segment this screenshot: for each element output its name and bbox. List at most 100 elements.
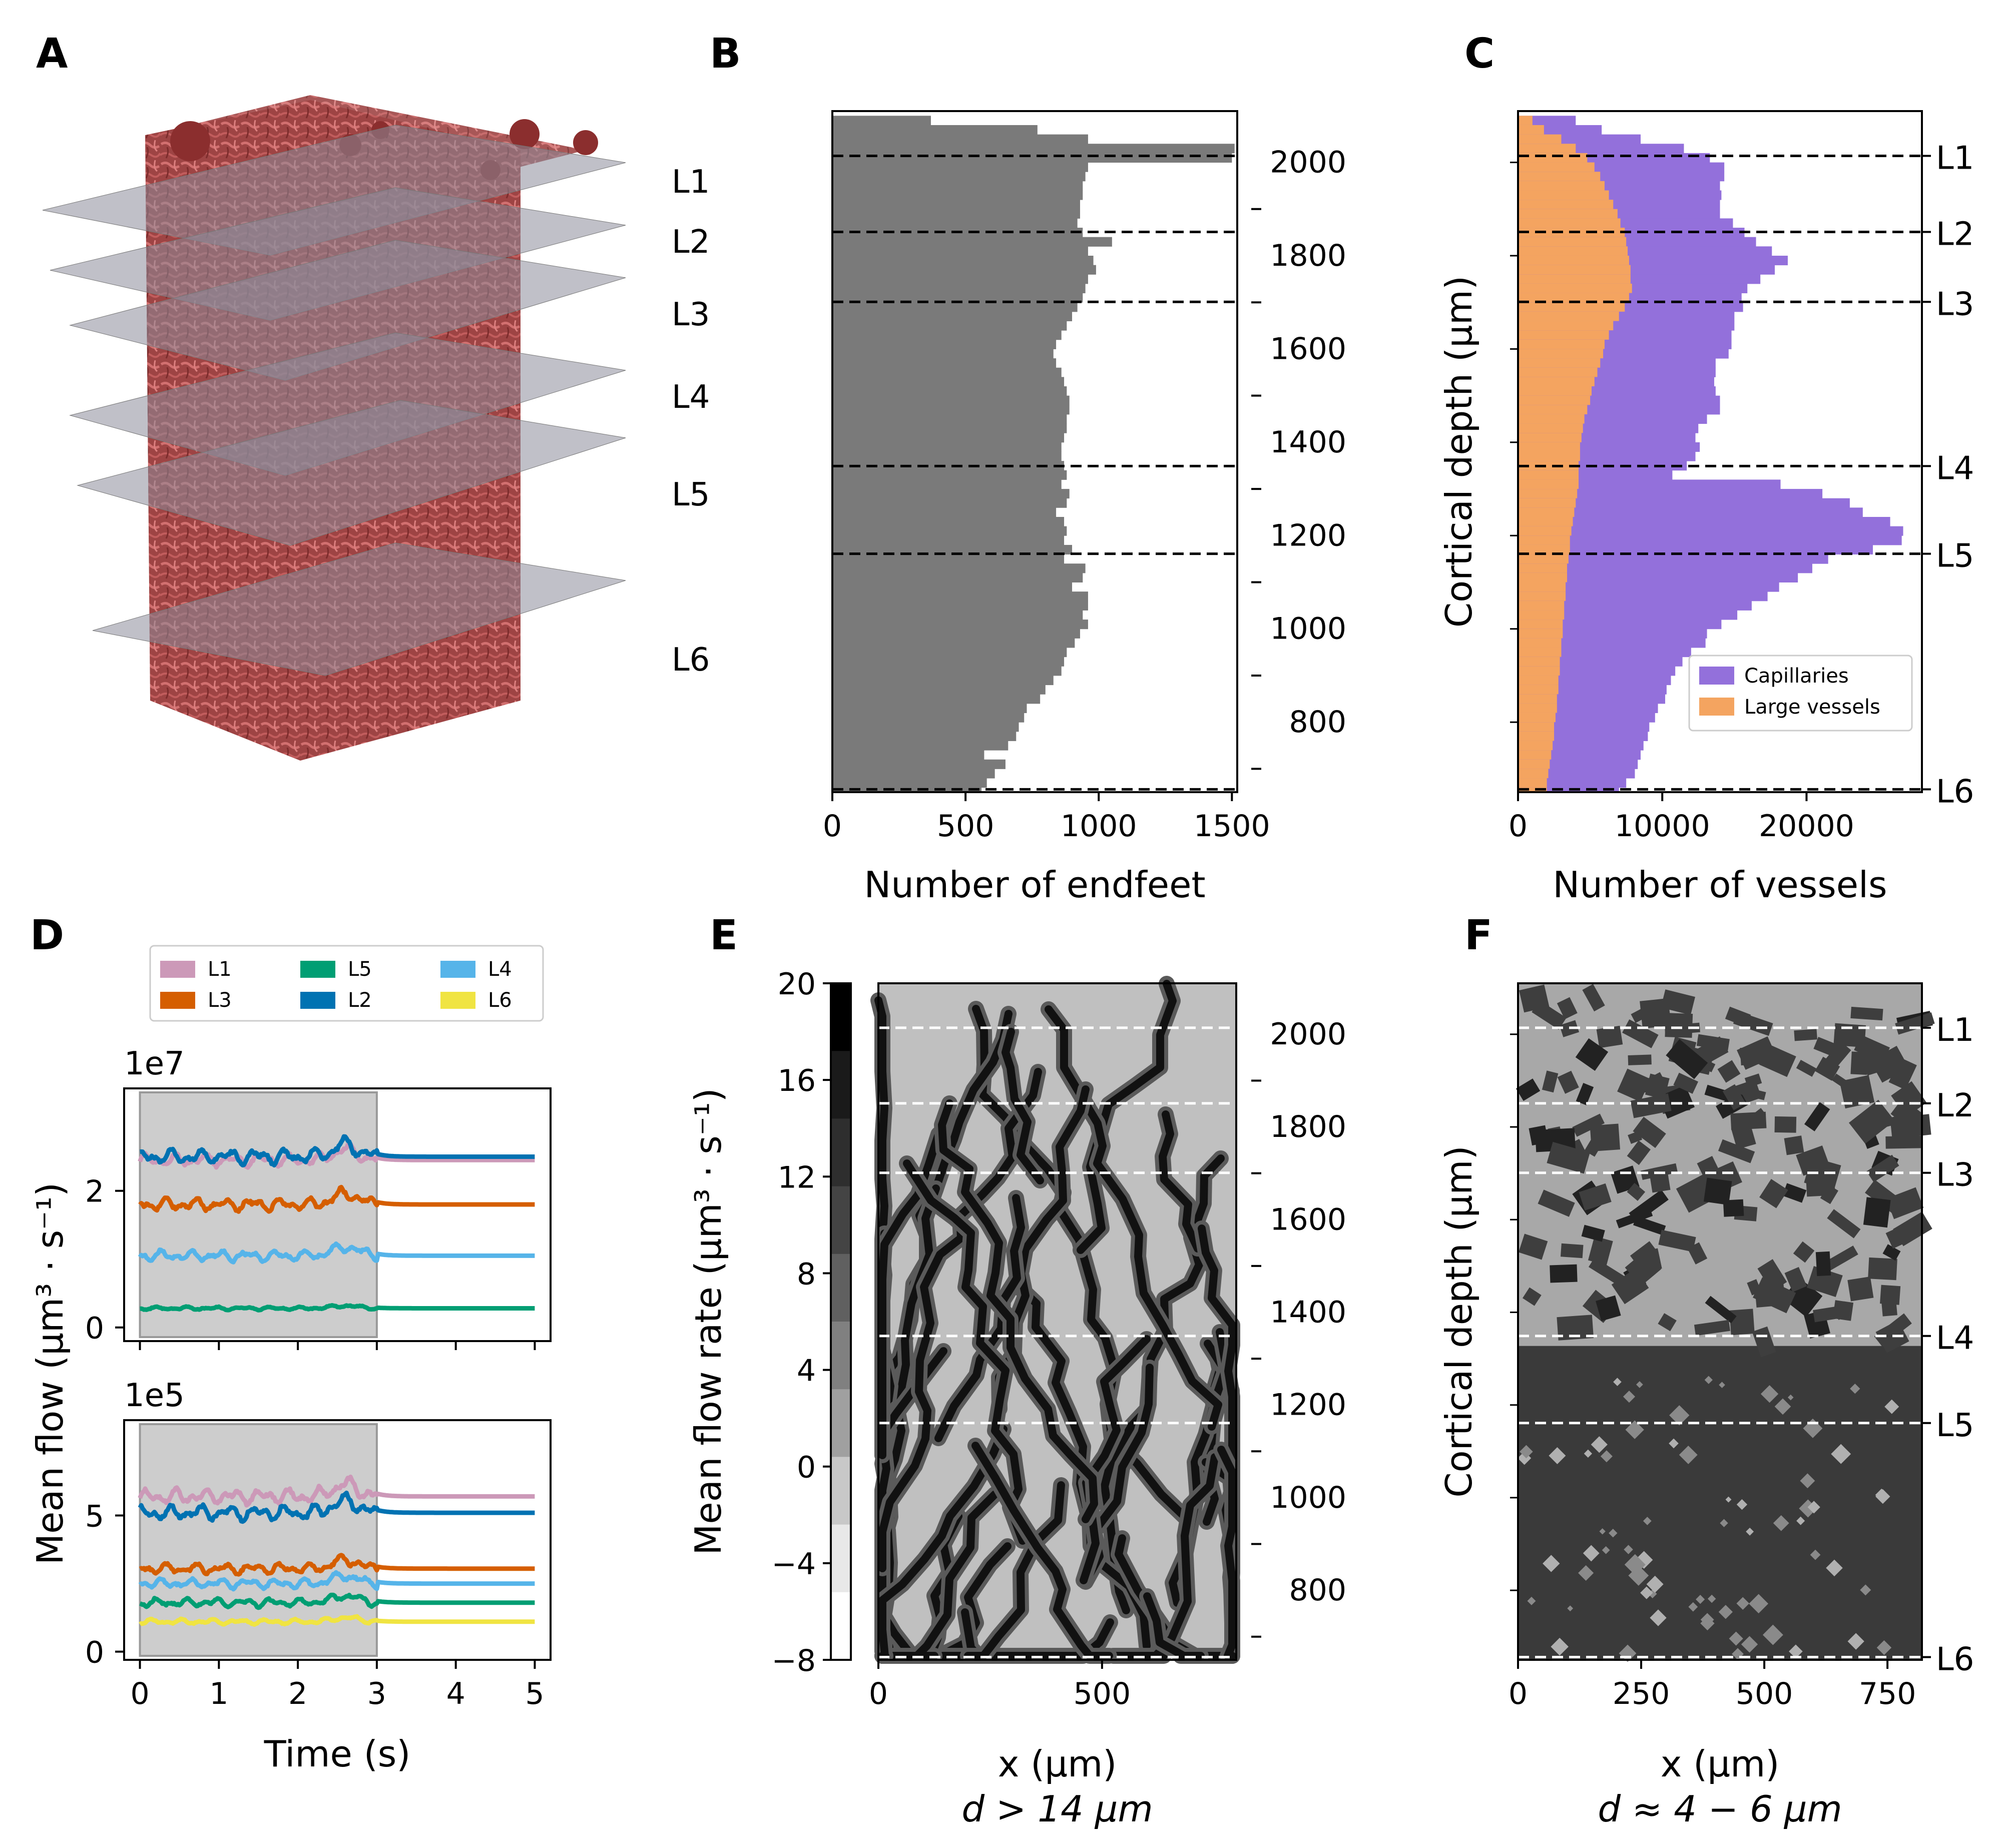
depth-tick-label: 1000 [1270,1480,1346,1515]
large-vessels-bar [1518,517,1573,527]
flow-speck [1600,1450,1613,1463]
timeseries-subplot-1: 0 2 1e7 [85,1045,552,1350]
large-vessel-flow-path [1159,1110,1202,1253]
flow-patch [1596,1295,1621,1322]
endfeet-bar [832,181,1083,191]
x-tick-label: 0 [130,1676,149,1711]
y-tick-label: 0 [85,1635,104,1670]
large-vessel-flow-path [971,1442,1113,1660]
endfeet-bar [832,666,1062,676]
layer-plane-3 [69,240,626,381]
flow-patch [1557,1070,1579,1094]
panel-label-d: D [30,912,64,959]
capillaries-bar [1518,638,1706,648]
endfeet-bar [832,190,1083,200]
x-tick-label: 500 [1736,1676,1793,1711]
panel-a-layer-label-L5: L5 [672,476,710,513]
flow-patch [1863,1197,1891,1228]
capillaries-bar [1518,591,1768,601]
legend-swatch-capillaries [1699,667,1734,685]
x-axis-label: x (μm) [1661,1743,1780,1785]
y-axis-label: Cortical depth (μm) [1438,1145,1480,1497]
colorbar-label: Mean flow rate (μm³ · s⁻¹) [687,1088,729,1555]
large-vessels-bar [1518,144,1576,154]
axes-frame [1517,110,1923,793]
flow-patch [1882,1244,1901,1261]
flow-patch [1847,1276,1874,1302]
legend-label-capillaries: Capillaries [1744,665,1849,688]
endfeet-bar [832,479,1062,489]
panel-e-flow-map-large: 0 500 x (μm)d > 14 μm 20 16 12 8 4 0 −4 −8 Mean flo… [687,967,1346,1830]
panel-a-layer-label-L1: L1 [672,164,710,201]
flow-patch [1885,1228,1904,1249]
flow-patch [1664,1022,1700,1035]
endfeet-bar [832,395,1070,405]
panel-b-endfeet-histogram: 0 500 1000 1500 Number of endfeet 800 1000 1200… [823,110,1346,906]
flow-speck [1543,1555,1560,1572]
large-vessels-bar [1518,694,1557,704]
endfeet-bar [832,526,1067,536]
endfeet-bar [832,470,1067,480]
x-axis-label: Number of vessels [1553,864,1887,906]
endfeet-bar [832,162,1088,172]
flow-patch [1676,1174,1716,1213]
colorbar-segment [831,1592,851,1660]
flow-patch [1737,1036,1777,1070]
layer-label-L4: L4 [1936,1320,1974,1357]
large-vessels-bar [1518,339,1605,349]
large-vessels-bar [1518,507,1575,517]
x-tick-label: 1500 [1194,809,1270,844]
flow-patch [1516,1078,1541,1101]
legend-box [1688,655,1913,732]
flow-patch [1895,1012,1935,1035]
flow-speck [1807,1501,1820,1514]
colorbar-segment [831,1389,851,1457]
axes-frame [123,1419,552,1661]
large-vessels-bar [1518,386,1592,396]
depth-tick-label: 1800 [1270,1109,1346,1144]
endfeet-bar [832,386,1067,396]
large-vessels-bar [1518,321,1614,331]
flow-patch [1649,1166,1671,1193]
colorbar-frame [830,982,852,1661]
flow-patch [1542,1070,1559,1093]
large-vessel-flow-path [1045,1005,1222,1431]
large-vessels-bar [1518,442,1580,452]
capillaries-bar [1518,526,1903,536]
colorbar-segment [831,1051,851,1119]
legend-swatch-L5 [300,961,335,978]
endfeet-bar [832,638,1075,648]
flow-speck [1736,1499,1748,1510]
endfeet-bar [832,433,1065,443]
axes-frame [123,1087,552,1342]
large-vessels-bar [1518,470,1579,480]
flow-patch [1815,1056,1840,1081]
large-vessels-bar [1518,302,1625,312]
endfeet-bar [832,423,1067,433]
endfeet-bar [832,358,1057,368]
layer-label-L5: L5 [1936,538,1974,575]
layer-label-L3: L3 [1936,1157,1974,1194]
endfeet-bar [832,703,1027,714]
x-tick-label: 0 [1509,809,1528,844]
endfeet-bar [832,489,1070,499]
depth-tick-label: 1400 [1270,425,1346,460]
flow-patch [1730,1111,1767,1130]
y-axis-label: Mean flow (μm³ · s⁻¹) [29,1182,71,1565]
flow-patch [1687,1242,1708,1265]
flow-patch [1784,1135,1804,1155]
endfeet-bar [832,648,1067,658]
flow-line-L5 [139,1303,536,1313]
endfeet-bar [832,200,1080,210]
flow-patch [1813,1305,1845,1323]
flow-patch [1588,1257,1628,1288]
depth-tick-label: 1200 [1270,1388,1346,1423]
depth-tick-label: 2000 [1270,145,1346,180]
large-vessels-bar [1518,218,1621,228]
depth-tick-label: 1200 [1270,518,1346,553]
large-vessels-bar [1518,722,1555,732]
flow-speck [1636,1381,1643,1388]
large-vessels-bar [1518,629,1563,639]
flow-speck [1578,1565,1594,1581]
flow-speck [1669,1438,1679,1449]
